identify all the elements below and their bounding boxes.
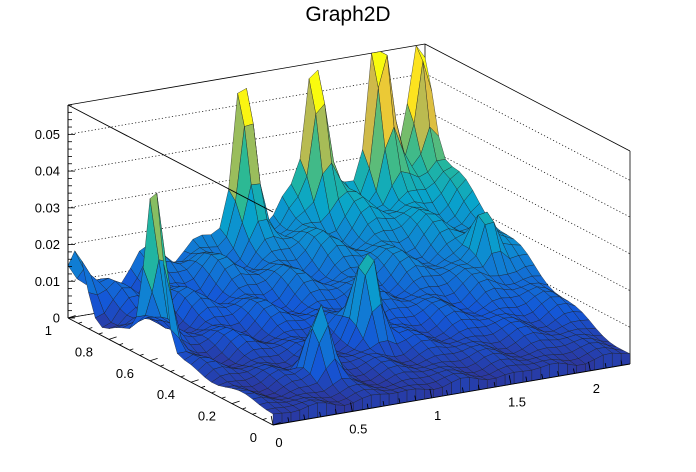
x-tick xyxy=(573,368,575,374)
x-tick xyxy=(303,414,306,420)
x-tick-label: 2 xyxy=(593,381,600,396)
x-tick xyxy=(398,398,401,404)
surface-side xyxy=(406,388,416,403)
y-tick xyxy=(262,418,267,421)
x-tick xyxy=(541,373,544,379)
y-tick xyxy=(129,348,134,351)
surface-side xyxy=(612,352,622,368)
surface-side xyxy=(317,402,327,418)
surface-side xyxy=(460,377,470,394)
x-tick xyxy=(350,402,353,412)
y-tick xyxy=(211,391,216,394)
chart-title: Graph2D xyxy=(305,3,391,26)
z-tick-label: 0.03 xyxy=(35,200,60,215)
x-tick xyxy=(508,375,512,385)
x-tick xyxy=(335,409,337,415)
x-tick xyxy=(446,390,448,396)
y-axis: 0 0.2 0.4 0.6 0.8 1 xyxy=(45,315,281,445)
y-tick-label: 0.6 xyxy=(116,366,134,381)
z-tick-label: 0 xyxy=(53,311,60,326)
x-axis: 0 0.5 1 1.5 2 xyxy=(270,360,623,450)
y-tick xyxy=(67,315,76,319)
x-tick-label: 0.5 xyxy=(349,421,367,436)
y-tick xyxy=(170,369,175,372)
surface-side xyxy=(522,370,532,383)
y-tick xyxy=(78,321,83,324)
x-tick-label: 1 xyxy=(434,408,441,423)
x-tick xyxy=(477,384,480,390)
y-tick-label: 0 xyxy=(250,430,257,445)
surface-side xyxy=(379,393,390,407)
surface-side xyxy=(620,353,631,366)
z-tick-label: 0.01 xyxy=(35,274,60,289)
y-tick-label: 0.4 xyxy=(157,387,175,402)
y-tick xyxy=(190,379,199,383)
x-tick xyxy=(270,415,274,426)
z-axis: 0 0.01 0.02 0.03 0.04 0.05 xyxy=(35,104,75,326)
surface-mesh xyxy=(67,44,631,426)
x-tick xyxy=(287,417,290,423)
x-tick-label: 0 xyxy=(275,435,282,450)
x-tick xyxy=(588,361,591,371)
y-tick-label: 0.2 xyxy=(198,409,216,424)
frame-edge xyxy=(272,363,631,426)
y-tick xyxy=(231,400,240,404)
y-tick xyxy=(180,375,185,378)
surface-side xyxy=(603,352,613,369)
x-tick xyxy=(462,387,464,393)
y-tick xyxy=(160,364,165,367)
y-tick xyxy=(149,357,158,362)
y-tick xyxy=(221,396,226,399)
x-tick xyxy=(319,411,321,417)
surface-side xyxy=(415,388,425,401)
x-tick xyxy=(620,360,623,366)
surface-side xyxy=(513,371,524,385)
y-tick xyxy=(272,422,281,426)
frame-edge xyxy=(424,43,631,152)
surface-side xyxy=(388,392,399,406)
surface-side xyxy=(549,362,559,378)
surface-side xyxy=(326,402,336,417)
x-tick xyxy=(414,395,417,401)
x-tick-label: 1.5 xyxy=(508,394,526,409)
y-tick xyxy=(108,336,117,340)
surface-side xyxy=(558,362,568,377)
surface-side xyxy=(371,394,381,409)
y-tick xyxy=(139,353,144,356)
x-tick xyxy=(366,403,369,409)
z-tick-label: 0.02 xyxy=(35,237,60,252)
x-tick xyxy=(493,381,496,388)
x-tick xyxy=(382,400,385,407)
y-tick-label: 1 xyxy=(45,323,52,338)
y-tick xyxy=(119,343,124,346)
y-tick xyxy=(98,332,103,335)
y-tick xyxy=(252,412,257,415)
frame-edge xyxy=(67,43,426,106)
y-tick xyxy=(88,327,93,330)
y-tick xyxy=(201,385,206,388)
frame-edge xyxy=(67,104,274,213)
x-tick xyxy=(429,388,433,398)
z-tick-label: 0.04 xyxy=(35,164,60,179)
y-tick-label: 0.8 xyxy=(75,344,93,359)
z-gridline xyxy=(67,73,631,181)
surface-side xyxy=(469,377,479,392)
x-tick xyxy=(604,362,607,369)
x-tick xyxy=(525,376,528,382)
y-tick xyxy=(242,407,247,410)
x-tick xyxy=(557,371,559,377)
z-tick-label: 0.05 xyxy=(35,127,60,142)
